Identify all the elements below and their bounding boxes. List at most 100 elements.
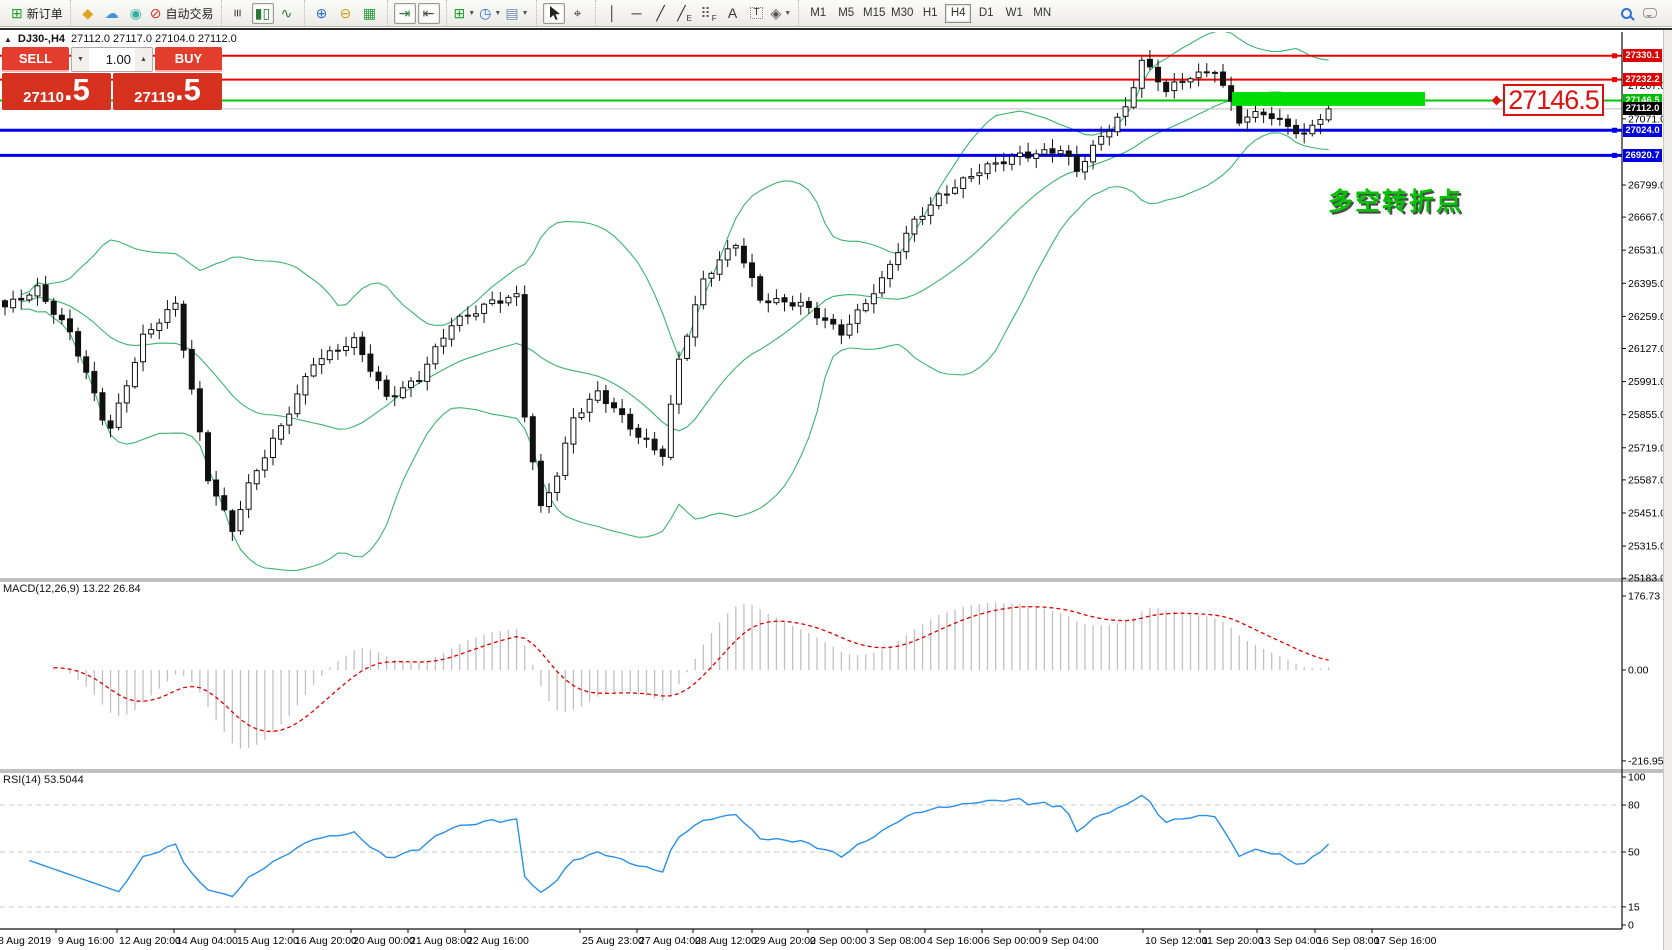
line-chart-button[interactable]: ∿	[276, 3, 298, 24]
macd-signal-line	[53, 606, 1329, 733]
date-tick-label: 6 Sep 00:00	[984, 935, 1041, 947]
date-tick-label: 10 Sep 12:00	[1145, 935, 1208, 947]
dropdown-caret-icon[interactable]: ▼	[521, 9, 529, 17]
templates-button[interactable]: ▤ ▼	[504, 3, 529, 24]
date-tick-label: 12 Aug 20:00	[119, 935, 181, 947]
date-tick-label: 22 Aug 16:00	[467, 935, 529, 947]
arrows-button[interactable]: ◈ ▼	[770, 3, 793, 24]
price-tick-label: 26395.0	[1628, 278, 1666, 290]
price-flag: 27112.0	[1623, 102, 1662, 116]
tf-h1[interactable]: H1	[922, 7, 938, 19]
collapse-icon[interactable]: ▲	[4, 34, 12, 44]
volume-down-button[interactable]: ▼	[72, 48, 89, 71]
tf-m15[interactable]: M15	[863, 7, 886, 19]
trendline-button[interactable]: ╱	[650, 3, 672, 24]
toolbar-group: ⌖	[535, 0, 595, 26]
price-flag: 27024.0	[1623, 123, 1662, 137]
tf-m30[interactable]: M30	[891, 7, 914, 19]
mql5-community-icon[interactable]: ☁	[101, 3, 123, 24]
tf-mn[interactable]: MN	[1033, 7, 1052, 19]
chat-icon[interactable]	[1639, 3, 1661, 24]
zoom-out-icon: ⊖	[339, 5, 352, 21]
line-anchor-marker	[1612, 77, 1617, 83]
autotrade-button[interactable]: ⊘ 自动交易	[149, 3, 215, 24]
periods-button[interactable]: ◷ ▼	[478, 3, 502, 24]
tf-d1[interactable]: D1	[978, 7, 994, 19]
ohlc-values: 27112.0 27117.0 27104.0 27112.0	[71, 33, 237, 45]
volume-up-button[interactable]: ▲	[135, 48, 152, 71]
fibonacci-button[interactable]: ⠿ F	[698, 3, 720, 24]
equidistant-channel-button[interactable]: ╱ E	[674, 3, 696, 24]
chat-icon	[1643, 8, 1657, 18]
price-tick-label: 26259.0	[1628, 311, 1666, 323]
tf-m5[interactable]: M5	[838, 7, 855, 19]
window-right-edge	[1663, 30, 1672, 950]
zoom-out-button[interactable]: ⊖	[335, 3, 357, 24]
price-flag: 26920.7	[1623, 148, 1662, 162]
macd-tick-label: 176.73	[1628, 591, 1660, 603]
tile-windows-button[interactable]: ▦	[359, 3, 381, 24]
crosshair-button[interactable]: ⌖	[567, 3, 589, 24]
rsi-pane	[29, 794, 1330, 898]
indicators-button[interactable]: ⊞ ▼	[453, 3, 477, 24]
price-callout[interactable]: 27146.5	[1503, 84, 1604, 117]
date-tick-label: 9 Aug 16:00	[58, 935, 114, 947]
toolbar-group: ⇥ ⇤	[386, 0, 446, 26]
candlestick-chart-button[interactable]: ▮▯	[251, 2, 274, 24]
zoom-in-button[interactable]: ⊕	[311, 3, 333, 24]
dropdown-caret-icon[interactable]: ▼	[494, 9, 502, 17]
date-tick-label: 16 Aug 20:00	[295, 935, 357, 947]
rsi-indicator-label: RSI(14) 53.5044	[3, 774, 84, 786]
toolbar-group: M1 M5 M15 M30 H1 H4 D1 W1 MN	[798, 0, 1061, 26]
signals-icon[interactable]: ◉	[125, 3, 147, 24]
price-tick-label: 26799.0	[1628, 180, 1666, 192]
marketwatch-icon[interactable]: ◆	[77, 3, 99, 24]
tf-w1[interactable]: W1	[1005, 7, 1023, 19]
text-icon: A	[727, 5, 738, 21]
chart-shift-button[interactable]: ⇤	[417, 2, 440, 24]
volume-input[interactable]	[89, 48, 135, 71]
line-chart-icon: ∿	[280, 5, 293, 21]
autotrade-icon: ⊘	[149, 5, 162, 21]
rsi-tick-label: 80	[1628, 799, 1640, 811]
dropdown-caret-icon[interactable]: ▼	[468, 9, 476, 17]
auto-scroll-button[interactable]: ⇥	[393, 2, 416, 24]
date-tick-label: 8 Aug 2019	[0, 935, 51, 947]
sell-button[interactable]: SELL	[2, 47, 69, 72]
date-tick-label: 16 Sep 08:00	[1317, 935, 1380, 947]
text-button[interactable]: A	[722, 3, 744, 24]
buy-price[interactable]: 27119 .5	[113, 73, 222, 110]
toolbar-group: ⊞ 新订单	[4, 0, 70, 26]
cursor-button[interactable]	[542, 2, 565, 24]
new-order-button[interactable]: ⊞ 新订单	[10, 3, 64, 24]
tf-m1[interactable]: M1	[810, 7, 827, 19]
autotrade-button-label: 自动交易	[165, 6, 214, 21]
chinese-annotation: 多空转折点	[1328, 188, 1464, 216]
vertical-line-button[interactable]: │	[602, 3, 624, 24]
sell-price[interactable]: 27110 .5	[2, 73, 111, 110]
vertical-line-icon: │	[608, 5, 617, 21]
search-icon[interactable]	[1615, 3, 1637, 24]
line-anchor-marker	[1612, 127, 1617, 133]
toolbar-group: │ ─ ╱ ╱ E ⠿ F A T ◈ ▼	[594, 0, 799, 26]
chart-window: 27207.0 27071.0 26799.0 26667.0 26531.0 26395…	[0, 28, 1672, 950]
cursor-arrow-icon	[549, 6, 560, 20]
green-zone-rectangle[interactable]	[1232, 92, 1425, 106]
buy-button[interactable]: BUY	[155, 47, 222, 72]
price-tick-label: 27071.0	[1628, 113, 1666, 125]
rsi-line	[29, 794, 1330, 898]
date-tick-label: 20 Aug 00:00	[353, 935, 415, 947]
price-flag: 27232.2	[1623, 73, 1662, 87]
bar-chart-button[interactable]: ≡	[228, 3, 250, 24]
horizontal-line-button[interactable]: ─	[626, 3, 648, 24]
date-tick-label: 3 Sep 08:00	[869, 935, 926, 947]
volume-stepper: ▼ ▲	[71, 47, 153, 72]
sub-letter: F	[711, 13, 717, 23]
auto-scroll-icon: ⇥	[398, 5, 411, 21]
tf-h4[interactable]: H4	[945, 3, 972, 23]
text-label-button[interactable]: T	[746, 3, 768, 24]
macd-pane	[53, 602, 1330, 749]
rsi-tick-label: 0	[1628, 920, 1634, 932]
dropdown-caret-icon[interactable]: ▼	[784, 9, 792, 17]
